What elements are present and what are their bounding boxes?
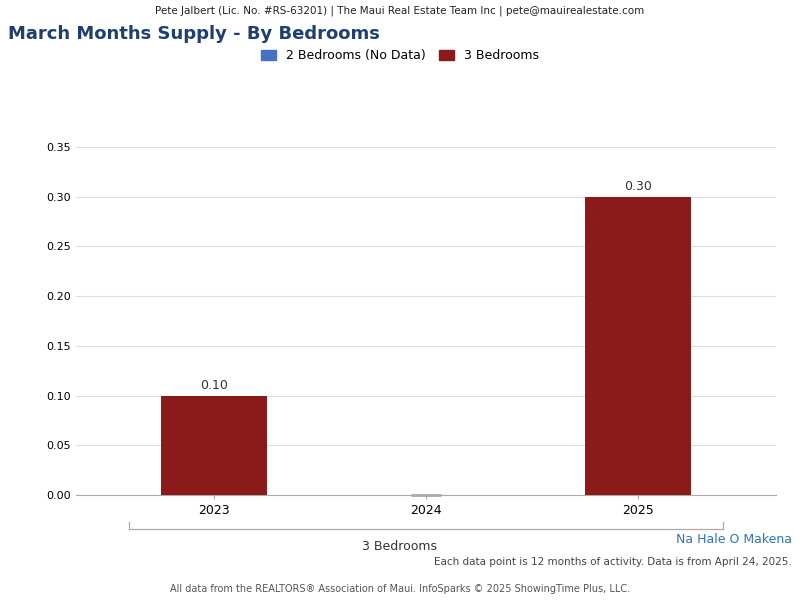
Text: Each data point is 12 months of activity. Data is from April 24, 2025.: Each data point is 12 months of activity… [434, 557, 792, 567]
Text: March Months Supply - By Bedrooms: March Months Supply - By Bedrooms [8, 25, 380, 43]
Text: Na Hale O Makena: Na Hale O Makena [676, 533, 792, 546]
Text: All data from the REALTORS® Association of Maui. InfoSparks © 2025 ShowingTime P: All data from the REALTORS® Association … [170, 584, 630, 594]
Bar [585, 197, 691, 495]
Text: Pete Jalbert (Lic. No. #RS-63201) | The Maui Real Estate Team Inc | pete@mauirea: Pete Jalbert (Lic. No. #RS-63201) | The … [155, 6, 645, 16]
Text: 0.30: 0.30 [624, 180, 652, 193]
Legend: 2 Bedrooms (No Data), 3 Bedrooms: 2 Bedrooms (No Data), 3 Bedrooms [256, 44, 544, 67]
Text: 3 Bedrooms: 3 Bedrooms [362, 540, 438, 553]
Text: 0.10: 0.10 [200, 379, 228, 392]
Bar [161, 395, 267, 495]
